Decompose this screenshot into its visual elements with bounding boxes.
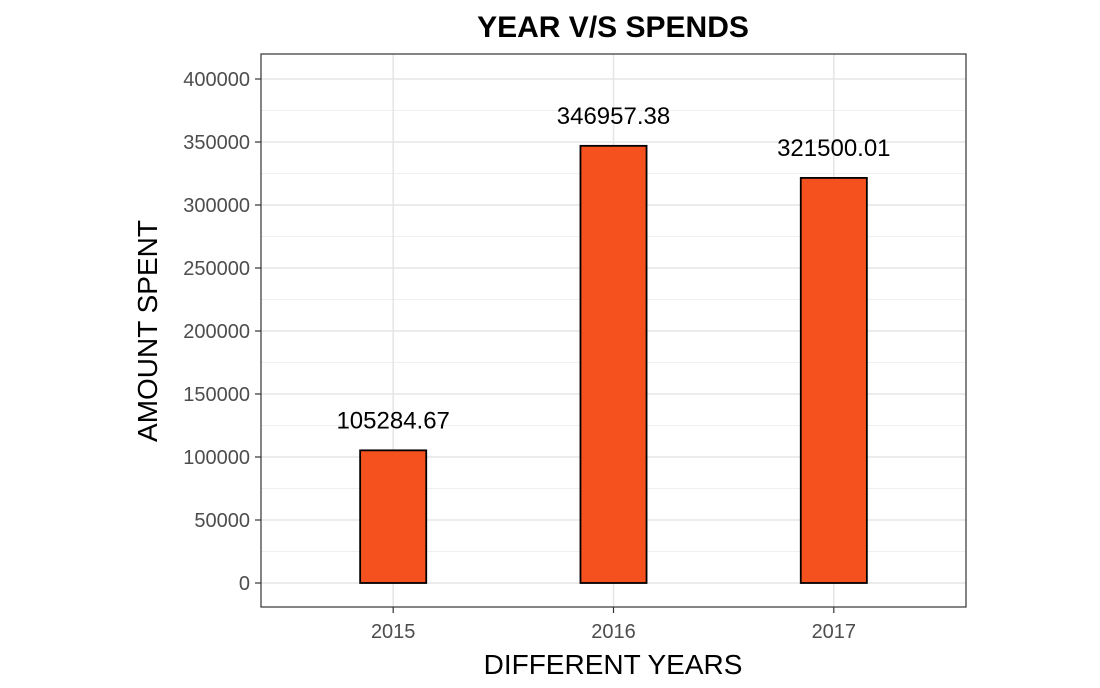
y-tick-label: 300000: [183, 195, 250, 217]
plot-panel: 105284.67 346957.38 321500.01: [260, 53, 967, 608]
y-tick-label: 100000: [183, 447, 250, 469]
chart-title: YEAR V/S SPENDS: [477, 11, 749, 44]
y-tick-label: 400000: [183, 69, 250, 91]
y-axis: 0 50000 100000 150000 200000 250000 300000 3500…: [183, 69, 261, 595]
x-tick-label: 2017: [812, 621, 857, 643]
bar-2016: [579, 144, 648, 584]
data-labels: 105284.67 346957.38 321500.01: [336, 103, 890, 435]
bar-2017: [799, 177, 868, 584]
y-axis-title: AMOUNT SPENT: [132, 220, 163, 442]
x-tick-label: 2016: [591, 621, 636, 643]
data-label-2015: 105284.67: [336, 407, 449, 434]
bar-2015: [359, 449, 428, 584]
bars: [359, 144, 868, 584]
x-tick-label: 2015: [371, 621, 416, 643]
y-tick-label: 250000: [183, 258, 250, 280]
data-label-2017: 321500.01: [777, 135, 890, 162]
y-tick-label: 150000: [183, 384, 250, 406]
y-tick-label: 200000: [183, 321, 250, 343]
y-tick-label: 0: [239, 573, 250, 595]
x-axis-title: DIFFERENT YEARS: [484, 649, 743, 680]
x-axis: 2015 2016 2017: [371, 607, 856, 643]
y-tick-label: 350000: [183, 132, 250, 154]
data-label-2016: 346957.38: [557, 103, 670, 130]
y-tick-label: 50000: [194, 510, 250, 532]
